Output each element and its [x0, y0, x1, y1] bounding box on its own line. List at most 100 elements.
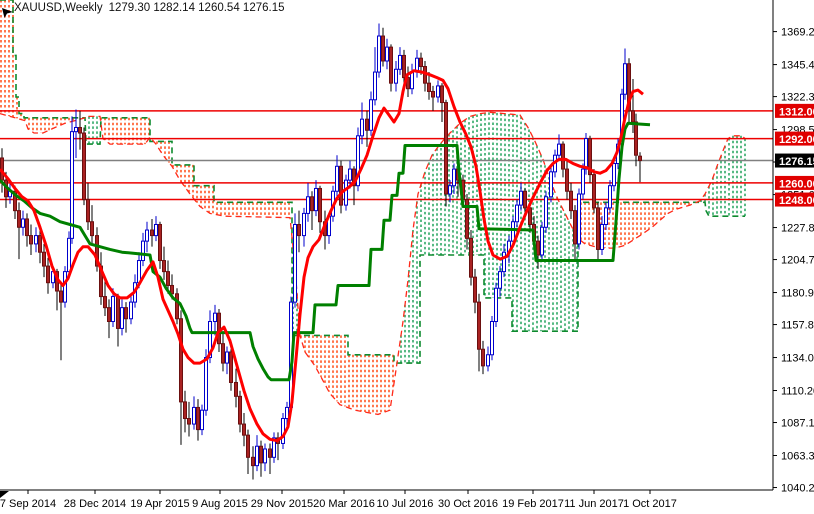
candle-body	[389, 46, 393, 84]
candle-body	[213, 312, 217, 323]
candle-body	[170, 284, 174, 295]
candle-body	[565, 168, 569, 192]
candle-body	[17, 210, 21, 228]
ma-slow-line	[0, 121, 651, 382]
candle-body	[634, 121, 638, 156]
candle-body	[187, 418, 191, 425]
candle-body	[540, 226, 544, 256]
y-axis-label: 1157.80	[781, 320, 814, 332]
candle-body	[192, 406, 196, 425]
candle-body	[494, 287, 498, 323]
candle-body	[145, 229, 149, 242]
candle-body	[59, 290, 63, 303]
candle-body	[335, 165, 339, 192]
candle-body	[90, 221, 94, 237]
candle-body	[78, 126, 82, 134]
candle-body	[344, 179, 348, 206]
candle-body	[42, 251, 46, 267]
candle-body	[490, 321, 494, 356]
candle-body	[158, 224, 162, 262]
cursor-arrow-icon	[2, 8, 13, 18]
y-axis-label: 1322.30	[781, 92, 814, 104]
candle-body	[536, 240, 540, 256]
candle-body	[502, 251, 506, 273]
candle-body	[444, 102, 448, 195]
candle-body	[34, 235, 38, 245]
candle-body	[515, 204, 519, 223]
candle-body	[638, 155, 642, 162]
candle-body	[623, 63, 627, 95]
y-axis-label: 1180.90	[781, 288, 814, 300]
candle-body	[154, 224, 158, 237]
candle-body	[234, 381, 238, 397]
candle-body	[473, 276, 477, 303]
price-level-tag-text: 1292.00	[779, 134, 814, 146]
y-axis-label: 1040.20	[781, 483, 814, 495]
candle-body	[67, 237, 71, 273]
candle-body	[631, 110, 635, 123]
candle-body	[29, 235, 33, 245]
candle-body	[511, 221, 515, 242]
candle-body	[448, 185, 452, 195]
chart-symbol-label: XAUUSD,Weekly	[14, 2, 103, 14]
price-level-tag-text: 1260.00	[779, 178, 814, 190]
candle-body	[242, 423, 246, 436]
y-axis-label: 1227.80	[781, 223, 814, 235]
y-axis-label: 1110.20	[781, 386, 814, 398]
candle-body	[141, 240, 145, 262]
candle-body	[285, 406, 289, 420]
candle-body	[293, 224, 297, 303]
candle-body	[519, 190, 523, 206]
candle-body	[348, 168, 352, 181]
candle-body	[481, 348, 485, 367]
senkou-span-a-line	[0, 111, 746, 416]
price-level-tag-text: 1312.00	[779, 106, 814, 118]
candle-body	[627, 63, 631, 112]
candle-body	[217, 312, 221, 345]
candle-body	[373, 71, 377, 101]
candle-body	[569, 190, 573, 212]
y-axis-label: 1063.30	[781, 451, 814, 463]
x-axis-label: 1 Oct 2017	[623, 498, 677, 510]
candle-body	[150, 229, 154, 237]
candle-body	[137, 260, 141, 284]
candle-body	[225, 351, 229, 364]
y-axis-label: 1087.10	[781, 418, 814, 430]
y-axis-label: 1345.40	[781, 60, 814, 72]
candle-body	[369, 99, 373, 131]
candle-body	[557, 143, 561, 156]
candle-body	[162, 260, 166, 273]
candle-body	[166, 271, 170, 286]
candle-body	[204, 357, 208, 411]
x-axis-label: 20 Mar 2016	[313, 498, 375, 510]
candle-body	[604, 207, 608, 226]
candle-body	[528, 207, 532, 226]
x-axis-label: 9 Aug 2015	[192, 498, 248, 510]
candle-body	[246, 434, 250, 458]
candle-body	[544, 196, 548, 228]
candle-body	[588, 138, 592, 176]
candle-body	[302, 212, 306, 237]
candle-body	[608, 185, 612, 209]
x-axis-label: 29 Nov 2015	[251, 498, 313, 510]
candle-body	[259, 445, 263, 464]
candle-body	[196, 406, 200, 431]
candle-body	[208, 321, 212, 359]
x-axis-label: 30 Oct 2016	[438, 498, 498, 510]
candle-body	[281, 418, 285, 444]
candle-body	[107, 307, 111, 323]
candle-body	[523, 190, 527, 209]
candle-body	[549, 171, 553, 198]
candle-body	[179, 318, 183, 403]
candle-body	[221, 343, 225, 364]
y-axis-panel	[774, 0, 814, 514]
candle-body	[13, 190, 17, 212]
candle-body	[129, 301, 133, 320]
candle-body	[419, 57, 423, 68]
candle-body	[82, 132, 86, 201]
candle-body	[394, 68, 398, 84]
candle-body	[385, 46, 389, 62]
price-level-tag-bg	[775, 192, 814, 207]
